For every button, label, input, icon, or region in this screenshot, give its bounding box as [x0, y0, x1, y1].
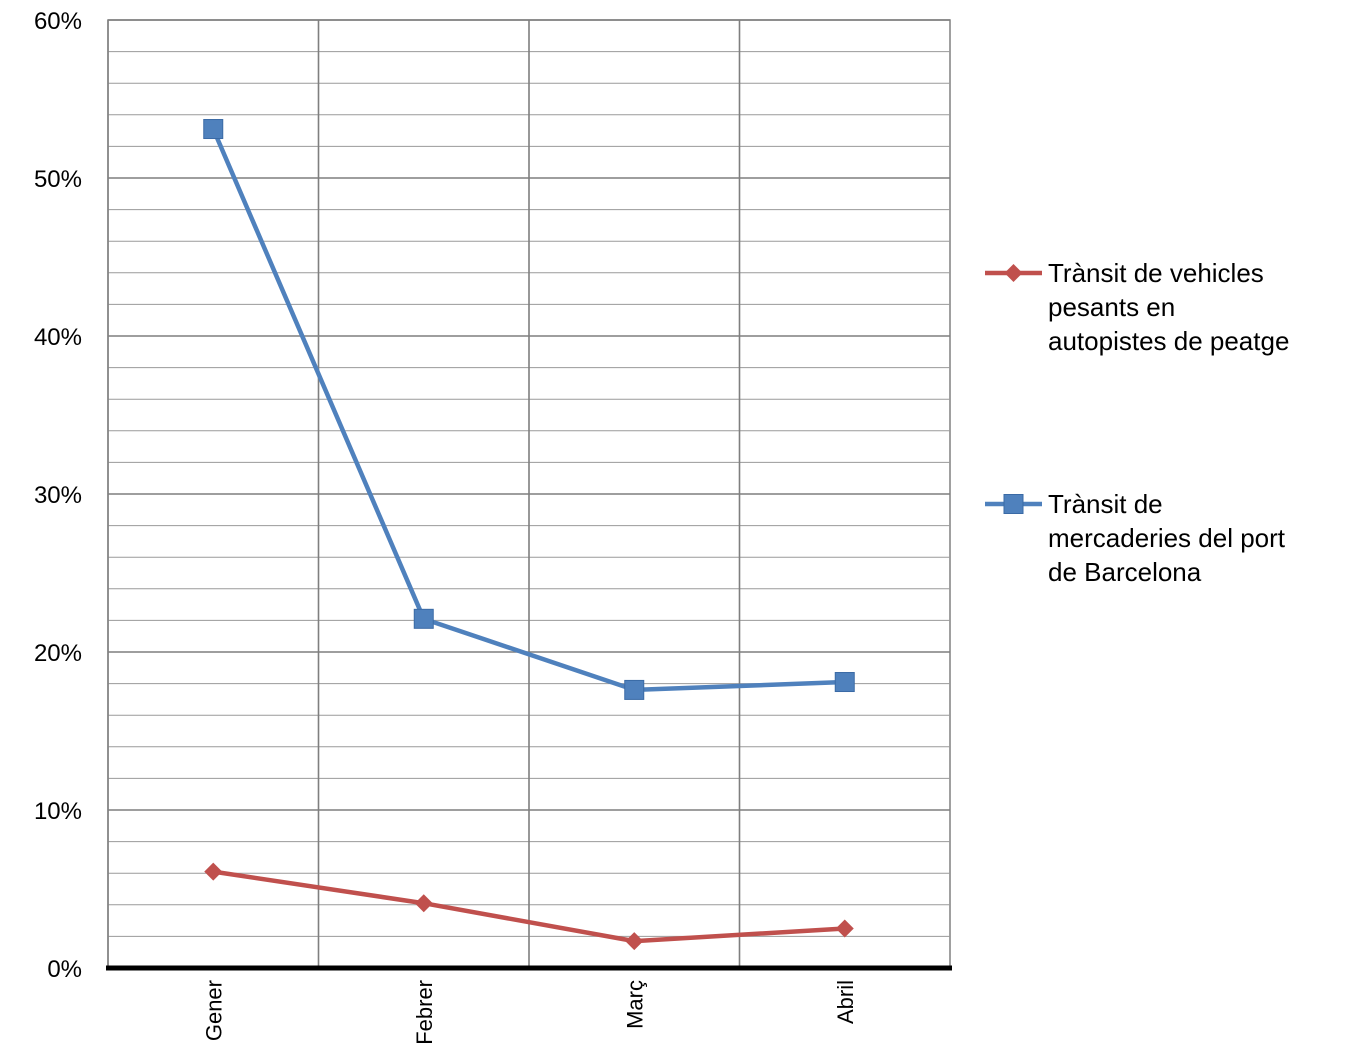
- data-point-square: [1003, 494, 1024, 514]
- y-tick-label: 30%: [34, 482, 82, 509]
- legend-label: mercaderies del port: [1048, 523, 1286, 553]
- data-point-square: [413, 608, 434, 629]
- legend-entry-1: Trànsit de vehicles pesants en autopistes …: [985, 258, 1289, 356]
- y-tick-label: 60%: [34, 8, 82, 35]
- series-1: [204, 862, 854, 951]
- axis-labels: 0% 10% 20% 30% 40% 50% 60% Gener Febrer Març Abril: [34, 8, 858, 1045]
- legend: Trànsit de vehicles pesants en autopistes …: [985, 258, 1289, 587]
- legend-label: de Barcelona: [1048, 557, 1202, 587]
- series-lines: [203, 119, 855, 951]
- data-point-diamond: [414, 894, 433, 913]
- data-point-diamond: [204, 862, 223, 881]
- legend-label: autopistes de peatge: [1048, 326, 1289, 356]
- y-tick-label: 40%: [34, 324, 82, 351]
- series-line: [211, 128, 845, 693]
- data-point-diamond: [625, 932, 644, 951]
- legend-label: Trànsit de vehicles: [1048, 258, 1264, 288]
- y-tick-label: 50%: [34, 166, 82, 193]
- y-tick-label: 20%: [34, 640, 82, 667]
- data-point-diamond: [1004, 264, 1023, 282]
- y-tick-label: 10%: [34, 798, 82, 825]
- gridlines: [107, 19, 951, 969]
- data-point-square: [203, 119, 224, 140]
- x-category-label: Febrer: [412, 980, 437, 1045]
- legend-entry-2: Trànsit de mercaderies del port de Barcelo…: [985, 489, 1286, 587]
- legend-label: Trànsit de: [1048, 489, 1163, 519]
- y-tick-label: 0%: [47, 956, 82, 983]
- legend-label: pesants en: [1048, 292, 1175, 322]
- axes: [106, 20, 952, 971]
- series-2: [203, 119, 855, 700]
- data-point-diamond: [835, 919, 854, 938]
- data-point-square: [624, 679, 645, 700]
- data-point-square: [834, 672, 855, 693]
- x-category-label: Abril: [833, 980, 858, 1024]
- x-category-label: Gener: [201, 980, 226, 1041]
- series-line: [212, 869, 845, 944]
- x-category-label: Març: [622, 980, 647, 1029]
